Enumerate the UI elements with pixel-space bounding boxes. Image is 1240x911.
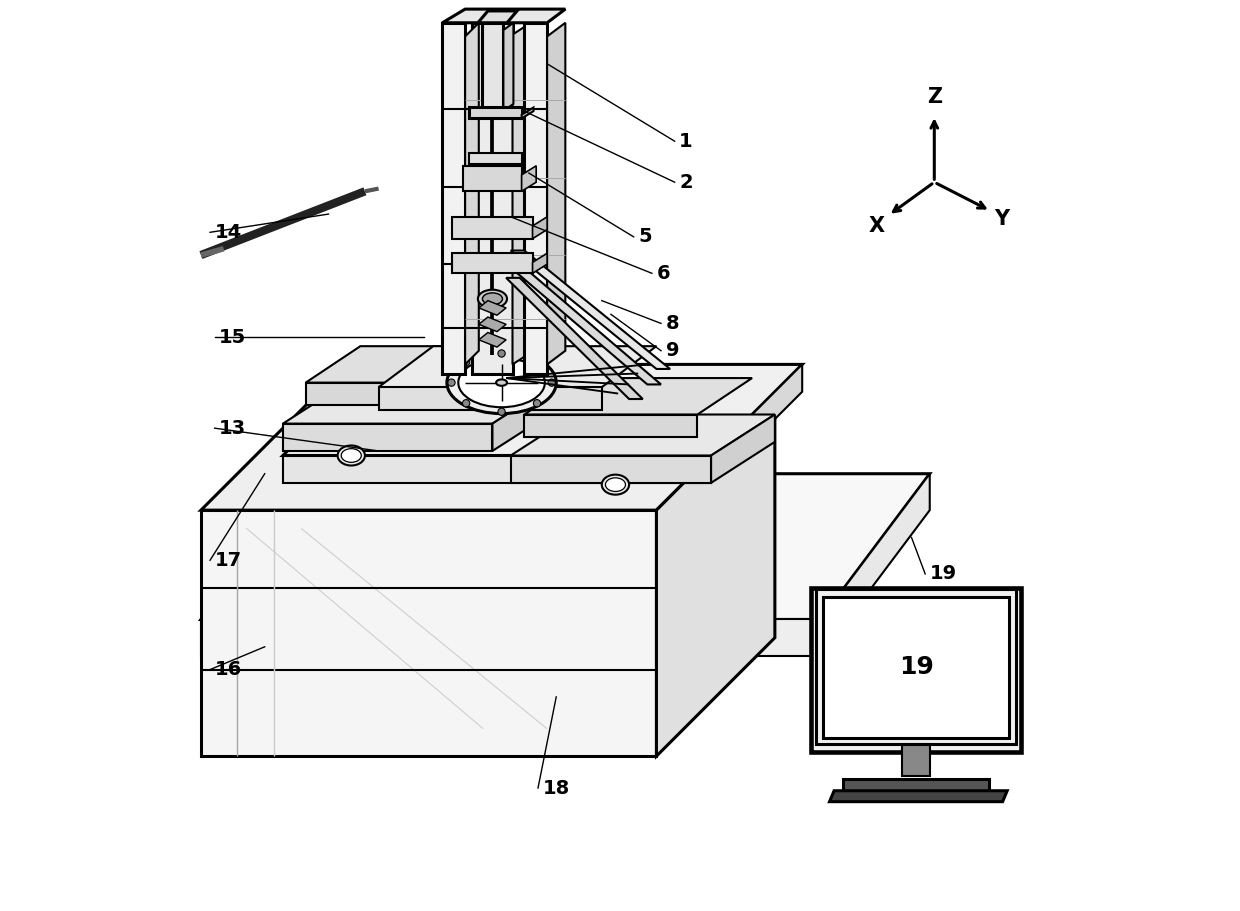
Polygon shape (201, 510, 656, 756)
Polygon shape (511, 251, 670, 369)
Polygon shape (477, 11, 517, 23)
Circle shape (498, 350, 505, 357)
Polygon shape (656, 392, 775, 756)
Polygon shape (711, 415, 775, 483)
Circle shape (533, 358, 541, 365)
Polygon shape (283, 424, 492, 451)
Polygon shape (821, 474, 930, 656)
Text: 1: 1 (680, 132, 693, 150)
Text: 19: 19 (930, 565, 957, 583)
Bar (811, 588, 1021, 752)
Circle shape (498, 408, 505, 415)
Polygon shape (512, 23, 531, 364)
Polygon shape (283, 383, 557, 424)
Polygon shape (479, 317, 506, 332)
Polygon shape (506, 278, 642, 399)
Text: 19: 19 (899, 655, 934, 680)
Polygon shape (508, 266, 661, 384)
Polygon shape (481, 23, 503, 114)
Polygon shape (525, 378, 753, 415)
Text: 2: 2 (680, 173, 693, 191)
Polygon shape (547, 23, 565, 364)
Polygon shape (843, 779, 990, 791)
Ellipse shape (341, 449, 361, 462)
Polygon shape (443, 9, 565, 23)
Polygon shape (503, 23, 513, 111)
Polygon shape (453, 217, 532, 239)
Polygon shape (283, 364, 802, 456)
Bar (903, 744, 930, 776)
Polygon shape (532, 253, 547, 273)
Polygon shape (479, 333, 506, 347)
Text: X: X (869, 216, 885, 236)
Text: 16: 16 (215, 660, 242, 679)
Polygon shape (830, 791, 1007, 802)
Text: 15: 15 (219, 328, 247, 346)
Polygon shape (522, 166, 536, 191)
Polygon shape (283, 456, 711, 483)
Ellipse shape (482, 292, 502, 304)
Text: 13: 13 (219, 419, 247, 437)
Polygon shape (469, 153, 522, 164)
Text: 5: 5 (639, 228, 652, 246)
Polygon shape (532, 217, 547, 239)
Text: 8: 8 (666, 314, 680, 333)
Circle shape (448, 379, 455, 386)
Polygon shape (522, 107, 533, 118)
Text: 14: 14 (215, 223, 242, 241)
Text: Z: Z (926, 87, 942, 107)
Polygon shape (378, 387, 601, 410)
Polygon shape (525, 415, 697, 437)
Polygon shape (469, 107, 522, 118)
Bar (823, 597, 1009, 738)
Polygon shape (306, 346, 533, 383)
Polygon shape (306, 383, 479, 405)
Polygon shape (453, 253, 532, 273)
Ellipse shape (496, 379, 507, 386)
Polygon shape (511, 415, 775, 456)
Text: Y: Y (993, 210, 1009, 230)
Circle shape (533, 400, 541, 407)
Text: 9: 9 (666, 342, 680, 360)
Text: 6: 6 (656, 264, 670, 282)
Polygon shape (464, 166, 522, 191)
Polygon shape (465, 23, 479, 364)
Bar (816, 589, 1017, 744)
Ellipse shape (337, 445, 365, 466)
Circle shape (463, 358, 470, 365)
Polygon shape (201, 474, 930, 619)
Text: 18: 18 (543, 779, 570, 797)
Text: 17: 17 (215, 551, 242, 569)
Polygon shape (201, 619, 821, 656)
Polygon shape (378, 346, 656, 387)
Ellipse shape (605, 477, 625, 492)
Polygon shape (472, 23, 512, 374)
Circle shape (463, 400, 470, 407)
Polygon shape (479, 301, 506, 315)
Circle shape (548, 379, 556, 386)
Polygon shape (711, 364, 802, 483)
Ellipse shape (601, 475, 629, 495)
Polygon shape (525, 23, 547, 374)
Polygon shape (443, 23, 465, 374)
Polygon shape (492, 383, 557, 451)
Polygon shape (511, 456, 711, 483)
Polygon shape (201, 392, 775, 510)
Ellipse shape (477, 290, 507, 308)
Ellipse shape (459, 358, 544, 407)
Ellipse shape (446, 352, 557, 414)
